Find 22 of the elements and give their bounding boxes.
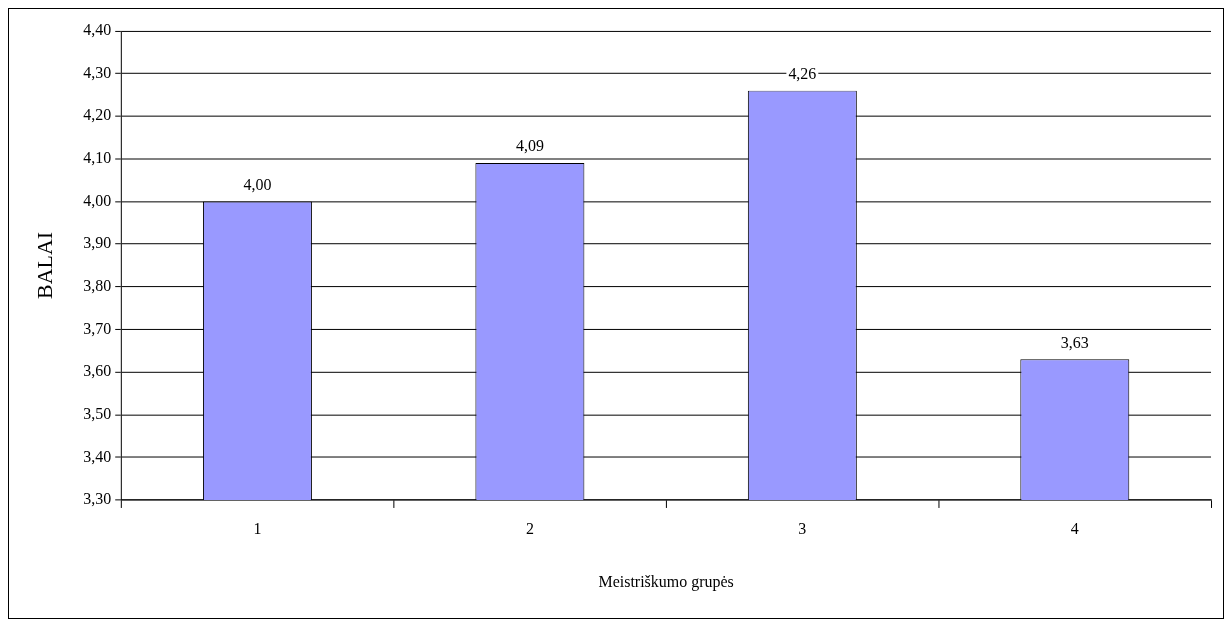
y-tick-label: 3,70: [83, 319, 112, 337]
data-label: 4,09: [515, 137, 544, 155]
y-tick-label: 4,30: [83, 63, 112, 81]
x-axis-title: Meistriškumo grupės: [598, 572, 734, 591]
x-tick-label: 1: [253, 519, 262, 537]
y-axis-title: BALAI: [31, 231, 57, 299]
y-tick-label: 4,20: [83, 106, 112, 124]
x-tick-label: 2: [525, 519, 534, 537]
data-label: 4,26: [788, 64, 817, 82]
y-tick-label: 3,40: [83, 447, 112, 465]
y-tick-label: 4,10: [83, 149, 112, 167]
x-tick-label: 3: [798, 519, 807, 537]
y-tick-label: 3,50: [83, 404, 112, 422]
data-label: 4,00: [243, 175, 272, 193]
data-label: 3,63: [1060, 333, 1089, 351]
y-tick-label: 3,30: [83, 490, 112, 508]
y-tick-label: 3,90: [83, 234, 112, 252]
y-tick-label: 3,60: [83, 362, 112, 380]
x-tick-label: 4: [1070, 519, 1079, 537]
y-tick-label: 4,00: [83, 191, 112, 209]
y-tick-label: 3,80: [83, 276, 112, 294]
y-tick-label: 4,40: [83, 21, 112, 39]
